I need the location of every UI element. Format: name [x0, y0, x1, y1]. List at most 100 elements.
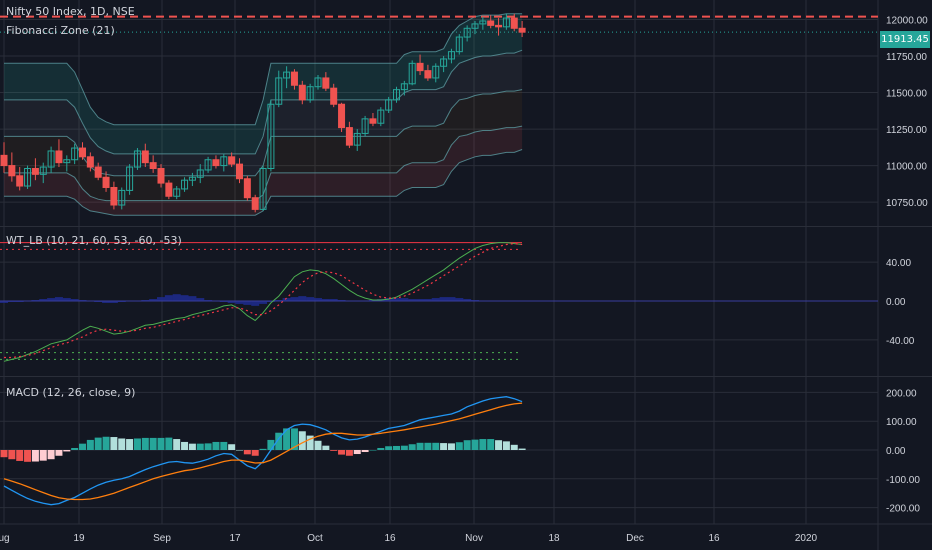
- wt-histogram-bar: [62, 298, 71, 301]
- candle-body[interactable]: [133, 150, 141, 168]
- symbol-title[interactable]: Nifty 50 Index, 1D, NSE: [6, 5, 135, 18]
- candle-body[interactable]: [455, 36, 463, 53]
- fib-zone-line: [4, 149, 523, 216]
- time-axis-label: Sep: [153, 533, 171, 544]
- macd-histogram-bar: [393, 445, 400, 450]
- candle-body[interactable]: [432, 65, 440, 79]
- candle-body[interactable]: [314, 77, 322, 88]
- candle-body[interactable]: [251, 197, 259, 210]
- wt-histogram-bar: [149, 299, 158, 301]
- candle-body[interactable]: [149, 162, 157, 170]
- candle-body[interactable]: [424, 70, 432, 79]
- candle-body[interactable]: [86, 156, 94, 168]
- wt2-line: [4, 242, 523, 359]
- macd-histogram-bar: [55, 450, 63, 456]
- candle-body[interactable]: [243, 178, 251, 199]
- candle-body[interactable]: [157, 168, 165, 184]
- price-axis-label: 0.00: [886, 446, 906, 457]
- candle-body[interactable]: [196, 169, 204, 178]
- candle-body[interactable]: [306, 86, 314, 101]
- candle-body[interactable]: [416, 62, 424, 72]
- wt-histogram-bar: [227, 301, 236, 303]
- candle-body[interactable]: [502, 17, 510, 28]
- candle-body[interactable]: [71, 147, 79, 161]
- candle-body[interactable]: [126, 166, 134, 191]
- candle-body[interactable]: [471, 23, 479, 29]
- macd-histogram-bar: [275, 432, 283, 450]
- macd-histogram-bar: [141, 437, 149, 450]
- candle-body[interactable]: [181, 179, 189, 190]
- candle-body[interactable]: [236, 163, 243, 180]
- candle-body[interactable]: [204, 159, 212, 171]
- candle-body[interactable]: [330, 87, 338, 105]
- candle-body[interactable]: [212, 159, 220, 167]
- candle-body[interactable]: [275, 77, 283, 105]
- macd-histogram-bar: [416, 442, 424, 450]
- candle-body[interactable]: [290, 71, 298, 86]
- candle-body[interactable]: [338, 103, 346, 129]
- time-axis[interactable]: ug 19 Sep 17 Oct 16 Nov 18 Dec 16 2020: [0, 533, 818, 544]
- candle-body[interactable]: [361, 118, 369, 134]
- candle-body[interactable]: [259, 168, 267, 210]
- macd-label[interactable]: MACD (12, 26, close, 9): [6, 386, 136, 399]
- candle-body[interactable]: [518, 27, 526, 33]
- candle-body[interactable]: [400, 83, 408, 91]
- candle-body[interactable]: [345, 127, 353, 146]
- price-candles[interactable]: [0, 13, 526, 213]
- candle-body[interactable]: [463, 27, 471, 38]
- macd-histogram-bar: [479, 439, 487, 450]
- fibonacci-zone-label[interactable]: Fibonacci Zone (21): [6, 24, 115, 37]
- candle-body[interactable]: [369, 118, 377, 124]
- candle-body[interactable]: [188, 176, 196, 181]
- candle-body[interactable]: [220, 156, 228, 167]
- price-axis-label: 0.00: [886, 297, 906, 308]
- candle-body[interactable]: [16, 175, 24, 187]
- candle-body[interactable]: [94, 166, 102, 178]
- candle-body[interactable]: [495, 24, 503, 28]
- candle-body[interactable]: [267, 103, 275, 169]
- candle-body[interactable]: [447, 51, 455, 60]
- candle-body[interactable]: [31, 168, 39, 175]
- candle-body[interactable]: [165, 182, 173, 197]
- candle-body[interactable]: [228, 156, 236, 165]
- macd-histogram-bar: [338, 450, 346, 455]
- candle-body[interactable]: [408, 62, 416, 85]
- candle-body[interactable]: [487, 20, 495, 26]
- candle-body[interactable]: [55, 150, 63, 164]
- candle-body[interactable]: [479, 20, 487, 25]
- candle-body[interactable]: [440, 58, 448, 67]
- candle-body[interactable]: [173, 188, 181, 197]
- pane-separator[interactable]: [0, 376, 932, 377]
- macd-histogram-bar: [181, 441, 189, 450]
- candle-body[interactable]: [353, 132, 361, 146]
- candle-body[interactable]: [322, 77, 330, 89]
- candle-body[interactable]: [393, 89, 400, 101]
- price-axis[interactable]: 12000.00 11750.00 11500.00 11250.00 11000.00…: [886, 16, 928, 515]
- candle-body[interactable]: [63, 159, 71, 164]
- candle-body[interactable]: [39, 166, 47, 175]
- wt-lb-label[interactable]: WT_LB (10, 21, 60, 53, -60, -53): [6, 234, 182, 247]
- candle-body[interactable]: [8, 165, 16, 177]
- candle-body[interactable]: [47, 150, 55, 168]
- macd-histogram-bar: [510, 444, 518, 450]
- candle-body[interactable]: [24, 168, 32, 187]
- pane-separator[interactable]: [0, 226, 932, 227]
- candle-body[interactable]: [385, 99, 393, 111]
- candle-body[interactable]: [298, 84, 306, 101]
- candle-body[interactable]: [110, 186, 118, 206]
- macd-histogram-bar: [455, 442, 463, 450]
- wt-histogram-bar: [306, 297, 315, 301]
- wt-histogram-bar: [290, 297, 299, 301]
- macd-histogram-bar: [212, 441, 220, 450]
- candle-body[interactable]: [283, 71, 291, 79]
- candle-body[interactable]: [79, 147, 86, 158]
- candle-body[interactable]: [141, 150, 149, 164]
- candle-body[interactable]: [102, 176, 110, 188]
- candle-body[interactable]: [0, 154, 8, 167]
- wt-histogram-bar: [259, 301, 268, 304]
- candle-body[interactable]: [118, 189, 126, 206]
- candle-body[interactable]: [510, 17, 518, 29]
- candle-body[interactable]: [377, 109, 385, 124]
